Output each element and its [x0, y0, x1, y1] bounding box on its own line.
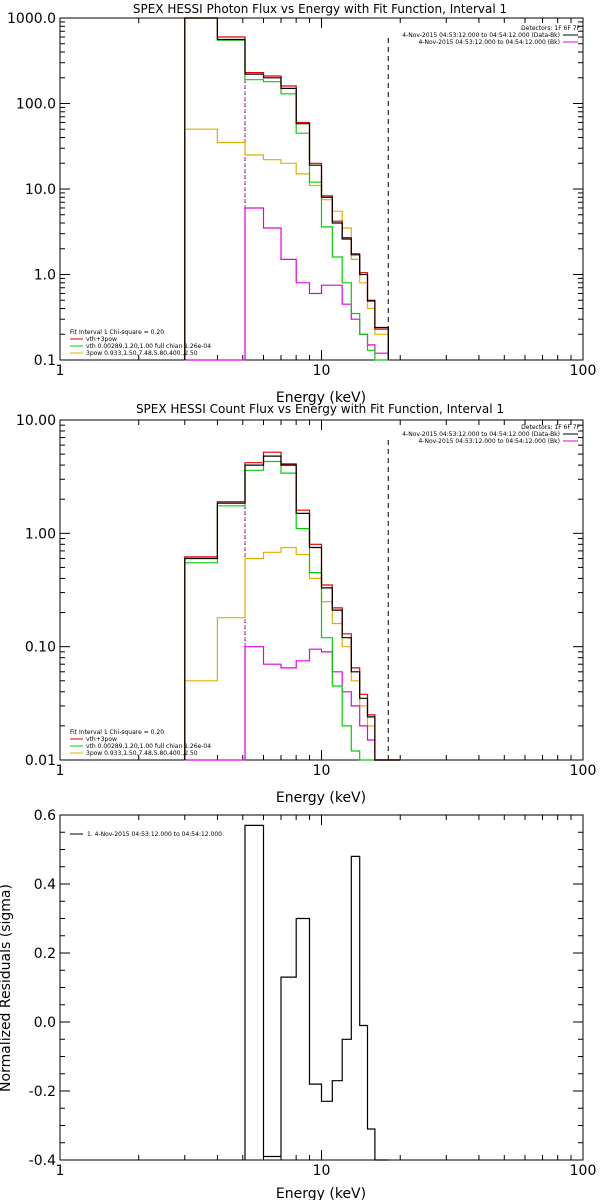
residuals-x-tick-label: 10: [313, 1163, 331, 1179]
count-flux-legend-3pow: 3pow 0.933,1.50,7.48,5.80,400.,2.50: [86, 750, 198, 757]
count-flux-detectors: Detectors: 1F 6F 7F: [521, 424, 580, 431]
photon-flux-legend-fit: Fit Interval 1 Chi-square = 0.20: [70, 329, 164, 336]
residuals-ylabel: Normalized Residuals (sigma): [0, 884, 14, 1092]
photon-flux-series-spowPink: [184, 207, 389, 361]
residuals-xlabel: Energy (keV): [276, 1186, 366, 1200]
count-flux-interval-bk: 4-Nov-2015 04:53:12.000 to 04:54:12.000 …: [418, 438, 560, 445]
count-flux-y-tick-label: 1.00: [25, 526, 56, 542]
photon-flux-y-tick-label: 10.0: [25, 182, 56, 198]
count-flux-y-ticks: 0.01 0.10 1.00 10.00: [16, 413, 583, 769]
photon-flux-y-ticks: 0.1 1.0 10.0 100.0 1000.0: [7, 11, 583, 369]
photon-flux-y-tick-label: 1.0: [34, 268, 56, 284]
residuals-y-tick-label: 0.4: [34, 877, 56, 893]
photon-flux-y-tick-label: 1000.0: [7, 11, 56, 27]
photon-flux-xlabel: Energy (keV): [276, 390, 366, 406]
photon-flux-y-tick-label: 100.0: [16, 97, 56, 113]
count-flux-x-tick-label: 10: [313, 763, 331, 779]
count-flux-panel: SPEX HESSI Count Flux vs Energy with Fit…: [16, 402, 596, 806]
count-flux-interval-data: 4-Nov-2015 04:53:12.000 to 04:54:12.000 …: [402, 431, 560, 438]
residuals-legend-label: 1. 4-Nov-2015 04:53:12.000 to 04:54:12.0…: [87, 831, 222, 838]
residuals-y-tick-label: -0.2: [29, 1084, 56, 1100]
residuals-panel: Energy (keV) Normalized Residuals (sigma…: [0, 808, 597, 1202]
photon-flux-y-tick-label: 0.1: [34, 353, 56, 369]
count-flux-x-ticks: 1 10 100: [56, 420, 597, 779]
photon-flux-legend-vth: vth 0.00289,1.20,1.00 full chian 1.26e-0…: [86, 343, 211, 350]
count-flux-legend-fit: Fit Interval 1 Chi-square = 0.20: [70, 729, 164, 736]
residuals-y-tick-label: 0.0: [34, 1015, 56, 1031]
residuals-y-tick-label: 0.6: [34, 808, 56, 824]
count-flux-legend-vth: vth 0.00289,1.20,1.00 full chian 1.26e-0…: [86, 743, 211, 750]
count-flux-x-tick-label: 100: [570, 763, 597, 779]
photon-flux-series-total: [184, 17, 389, 360]
count-flux-x-tick-label: 1: [56, 763, 65, 779]
photon-flux-interval-data: 4-Nov-2015 04:53:12.000 to 04:54:12.000 …: [402, 32, 560, 39]
photon-flux-x-ticks: 1 10 100: [56, 18, 597, 379]
photon-flux-series-vth: [184, 17, 389, 361]
photon-flux-series-spow: [184, 128, 389, 360]
residuals-x-tick-label: 100: [570, 1163, 597, 1179]
residuals-y-tick-label: 0.2: [34, 946, 56, 962]
photon-flux-x-tick-label: 10: [313, 363, 331, 379]
residuals-x-ticks: 1 10 100: [56, 815, 597, 1179]
count-flux-legend-total: vth+3pow: [86, 736, 117, 743]
residuals-y-ticks: -0.4 -0.2 0.0 0.2 0.4 0.6: [29, 808, 583, 1169]
residuals-x-tick-label: 1: [56, 1163, 65, 1179]
count-flux-y-tick-label: 10.00: [16, 413, 56, 429]
photon-flux-x-tick-label: 1: [56, 363, 65, 379]
residuals-axes-frame: [59, 814, 584, 1161]
photon-flux-x-tick-label: 100: [570, 363, 597, 379]
count-flux-title: SPEX HESSI Count Flux vs Energy with Fit…: [136, 402, 504, 416]
photon-flux-detectors: Detectors: 1F 6F 7F: [521, 25, 580, 32]
photon-flux-panel: SPEX HESSI Photon Flux vs Energy with Fi…: [7, 2, 596, 406]
photon-flux-title: SPEX HESSI Photon Flux vs Energy with Fi…: [133, 2, 507, 16]
photon-flux-legend-total: vth+3pow: [86, 336, 117, 343]
photon-flux-series-data: [184, 17, 389, 360]
count-flux-y-tick-label: 0.10: [25, 640, 56, 656]
count-flux-xlabel: Energy (keV): [276, 790, 366, 806]
photon-flux-legend-3pow: 3pow 0.933,1.50,7.48,5.80,400.,2.50: [86, 350, 198, 357]
count-flux-series-data: [184, 455, 401, 761]
count-flux-series-spowPink: [184, 646, 401, 761]
residuals-y-tick-label: -0.4: [29, 1153, 56, 1169]
count-flux-y-tick-label: 0.01: [25, 753, 56, 769]
residuals-series-residual: [244, 824, 389, 1161]
photon-flux-interval-bk: 4-Nov-2015 04:53:12.000 to 04:54:12.000 …: [418, 39, 560, 46]
